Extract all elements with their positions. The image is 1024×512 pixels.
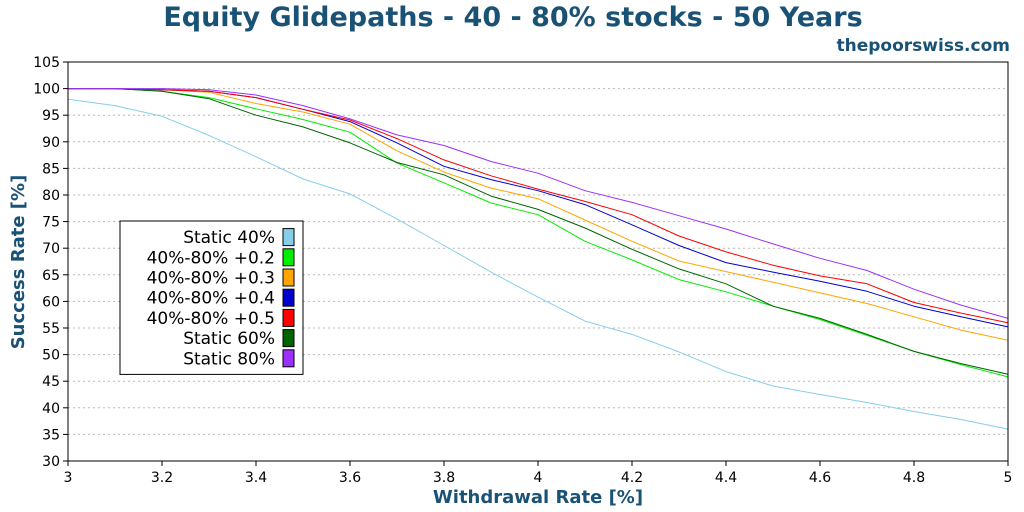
y-tick-label: 60 [42, 294, 60, 310]
series-line-static-80 [68, 88, 1009, 319]
y-tick-label: 75 [42, 215, 60, 231]
x-tick-label: 4.8 [903, 470, 925, 486]
legend-label: 40%-80% +0.3 [147, 269, 275, 289]
y-tick-label: 55 [42, 321, 60, 337]
y-tick-label: 80 [42, 188, 60, 204]
y-tick-label: 50 [42, 348, 60, 364]
source-watermark: thepoorswiss.com [837, 36, 1011, 56]
y-axis-label: Success Rate [%] [8, 175, 29, 350]
x-tick-label: 4 [534, 470, 543, 486]
y-tick-label: 95 [42, 108, 60, 124]
x-tick-label: 3.6 [339, 470, 361, 486]
y-tick-label: 90 [42, 135, 60, 151]
y-tick-label: 85 [42, 161, 60, 177]
x-tick-label: 4.6 [809, 470, 831, 486]
legend-swatch [282, 349, 295, 368]
x-tick-label: 3 [64, 470, 73, 486]
legend-swatch [282, 329, 295, 348]
x-axis-label: Withdrawal Rate [%] [433, 487, 643, 508]
x-tick-label: 3.8 [433, 470, 455, 486]
y-tick-label: 40 [42, 401, 60, 417]
series-line-static-40 [67, 98, 1009, 430]
series-line-40-80-0-3 [68, 88, 1009, 341]
x-tick-label: 4.4 [715, 470, 737, 486]
x-tick-label: 5 [1004, 470, 1013, 486]
x-tick-label: 3.4 [245, 470, 267, 486]
series-line-static-60 [68, 88, 1009, 375]
x-tick-label: 4.2 [621, 470, 643, 486]
x-axis-ticks: 3 3.2 3.4 3.6 3.8 4 4.2 4.4 4.6 4.8 5 [64, 461, 1013, 486]
legend-swatch [282, 248, 295, 267]
legend-label: Static 60% [183, 329, 275, 349]
series-line-40-80-0-2 [68, 88, 1009, 378]
x-tick-label: 3.2 [151, 470, 173, 486]
y-tick-label: 30 [42, 454, 60, 470]
y-tick-label: 35 [42, 427, 60, 443]
y-tick-label: 45 [42, 374, 60, 390]
legend: Static 40%40%-80% +0.240%-80% +0.340%-80… [119, 220, 304, 375]
legend-swatch [282, 268, 295, 287]
legend-label: Static 40% [183, 228, 275, 248]
y-tick-label: 105 [33, 55, 60, 71]
series-lines [67, 88, 1009, 430]
legend-label: 40%-80% +0.4 [147, 289, 275, 309]
series-line-40-80-0-5 [68, 88, 1009, 324]
y-tick-label: 100 [33, 82, 60, 98]
legend-box [119, 220, 304, 375]
y-axis-ticks: 30 35 40 45 50 55 60 65 70 75 80 85 90 95 100 105 [33, 55, 68, 470]
legend-label: Static 80% [183, 349, 275, 369]
legend-label: 40%-80% +0.5 [147, 309, 275, 329]
y-tick-label: 65 [42, 268, 60, 284]
legend-swatch [282, 288, 295, 307]
chart-title: Equity Glidepaths - 40 - 80% stocks - 50… [163, 2, 862, 33]
legend-label: 40%-80% +0.2 [147, 248, 275, 268]
legend-swatch [282, 308, 295, 327]
legend-swatch [282, 228, 295, 247]
y-tick-label: 70 [42, 241, 60, 257]
